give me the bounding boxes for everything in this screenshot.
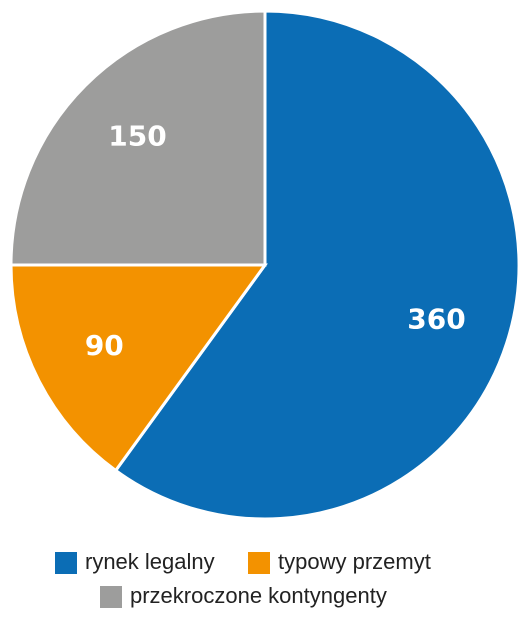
legend-swatch xyxy=(100,586,122,608)
value-label: 90 xyxy=(85,329,124,362)
pie-slice xyxy=(9,9,267,267)
pie-slice xyxy=(113,9,521,521)
legend-swatch xyxy=(55,552,77,574)
value-label: 360 xyxy=(407,303,465,336)
pie-slice xyxy=(9,263,268,473)
legend-label: przekroczone kontyngenty xyxy=(130,583,387,608)
legend-label: typowy przemyt xyxy=(278,549,431,574)
value-label: 150 xyxy=(108,119,166,152)
legend-swatch xyxy=(248,552,270,574)
legend-label: rynek legalny xyxy=(85,549,215,574)
